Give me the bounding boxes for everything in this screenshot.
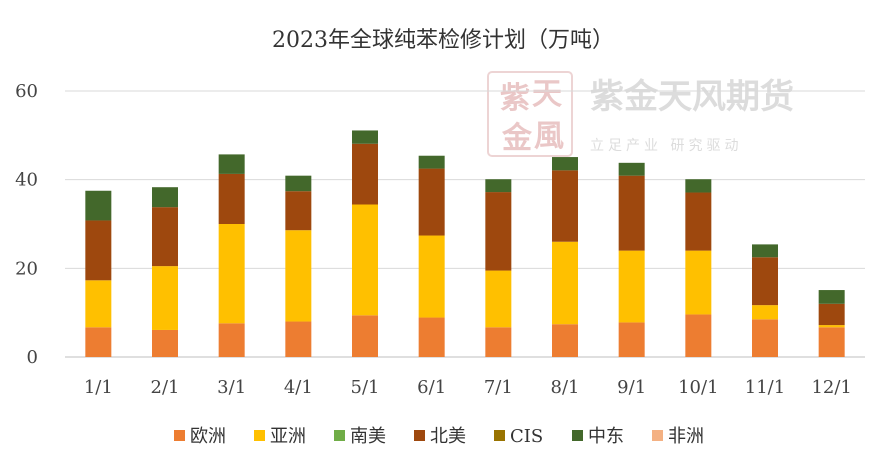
legend-label: CIS <box>510 426 543 447</box>
bar-segment <box>152 329 178 357</box>
legend-label: 欧洲 <box>190 426 226 447</box>
bar-segment <box>685 250 712 315</box>
bar-segment <box>218 154 245 174</box>
bar-segment <box>618 322 645 357</box>
bar-segment <box>685 192 712 251</box>
watermark-seal-frame <box>487 71 573 157</box>
bar-segment <box>818 327 845 357</box>
watermark-seal-char: 紫 <box>500 81 530 116</box>
bar-segment <box>485 270 512 328</box>
bar-segment <box>152 207 178 267</box>
x-tick-label: 12/1 <box>811 377 851 398</box>
bar-segment <box>418 155 445 169</box>
bar-segment <box>285 175 312 192</box>
x-tick-label: 1/1 <box>84 377 113 398</box>
bar-segment <box>618 162 645 176</box>
bar-segment <box>485 192 512 271</box>
x-tick-label: 6/1 <box>417 377 446 398</box>
bar-segment <box>752 244 778 258</box>
legend-label: 亚洲 <box>270 426 306 447</box>
legend-swatch <box>254 430 265 441</box>
bar-segment <box>552 170 578 242</box>
bar-segment <box>152 266 178 330</box>
watermark-seal-char: 天 <box>532 77 562 112</box>
bar-segment <box>752 319 778 357</box>
bar-segment <box>618 175 645 251</box>
bar-segment <box>85 327 112 357</box>
y-axis: 0 20 40 60 <box>15 81 38 368</box>
bar-segment <box>752 257 778 306</box>
legend-swatch <box>174 430 185 441</box>
bar-segment <box>685 179 712 193</box>
bar-segment <box>752 305 778 320</box>
chart-title: 2023年全球纯苯检修计划（万吨） <box>272 28 614 53</box>
x-axis: 1/1 2/1 3/1 4/1 5/1 6/1 7/1 8/1 9/1 10/1 11/1 12/1 <box>84 377 852 398</box>
y-tick-label: 0 <box>27 347 38 368</box>
legend: 欧洲 亚洲 南美 北美 CIS 中东 非洲 <box>174 426 704 447</box>
bar-segment <box>818 303 845 326</box>
legend-swatch <box>494 430 505 441</box>
bar-segment <box>818 290 845 304</box>
bar-segment <box>152 187 178 208</box>
legend-swatch <box>414 430 425 441</box>
x-tick-label: 4/1 <box>284 377 313 398</box>
x-tick-label: 2/1 <box>151 377 180 398</box>
bar-segment <box>352 204 378 316</box>
bar-segment <box>618 250 645 323</box>
bar-segment <box>418 235 445 318</box>
legend-label: 北美 <box>430 426 466 447</box>
bar-segment <box>352 130 378 144</box>
x-tick-label: 3/1 <box>217 377 246 398</box>
bar-segment <box>685 314 712 357</box>
x-tick-label: 7/1 <box>484 377 513 398</box>
watermark-slogan: 立足产业 研究驱动 <box>590 138 742 154</box>
bar-segment <box>218 173 245 224</box>
bars <box>85 130 845 357</box>
bar-segment <box>818 325 845 328</box>
bar-segment <box>218 323 245 357</box>
bar-segment <box>85 220 112 281</box>
bar-segment <box>285 230 312 322</box>
bar-segment <box>418 317 445 357</box>
x-tick-label: 9/1 <box>617 377 646 398</box>
watermark-brand: 紫金天风期货 <box>590 77 794 117</box>
bar-segment <box>485 327 512 357</box>
x-tick-label: 10/1 <box>678 377 718 398</box>
bar-segment <box>285 191 312 231</box>
bar-segment <box>552 324 578 357</box>
watermark-seal-char: 金 <box>501 121 533 156</box>
x-tick-label: 11/1 <box>745 377 785 398</box>
x-tick-label: 5/1 <box>351 377 380 398</box>
watermark: 紫 天 金 風 紫金天风期货 立足产业 研究驱动 <box>487 71 794 157</box>
legend-label: 南美 <box>350 426 386 447</box>
bar-segment <box>485 179 512 193</box>
y-tick-label: 40 <box>15 170 38 191</box>
legend-swatch <box>572 430 583 441</box>
bar-segment <box>552 241 578 325</box>
legend-swatch <box>652 430 663 441</box>
y-tick-label: 60 <box>15 81 38 102</box>
bar-segment <box>552 157 578 171</box>
watermark-seal-char: 風 <box>534 119 564 154</box>
legend-label: 中东 <box>588 426 624 447</box>
bar-segment <box>352 315 378 357</box>
bar-segment <box>85 190 112 221</box>
bar-segment <box>285 321 312 357</box>
bar-segment <box>218 224 245 324</box>
x-tick-label: 8/1 <box>551 377 580 398</box>
bar-segment <box>352 143 378 205</box>
legend-label: 非洲 <box>668 426 704 447</box>
bar-segment <box>418 168 445 236</box>
gridlines <box>65 90 865 358</box>
legend-swatch <box>334 430 345 441</box>
y-tick-label: 20 <box>15 258 38 279</box>
bar-segment <box>85 280 112 328</box>
